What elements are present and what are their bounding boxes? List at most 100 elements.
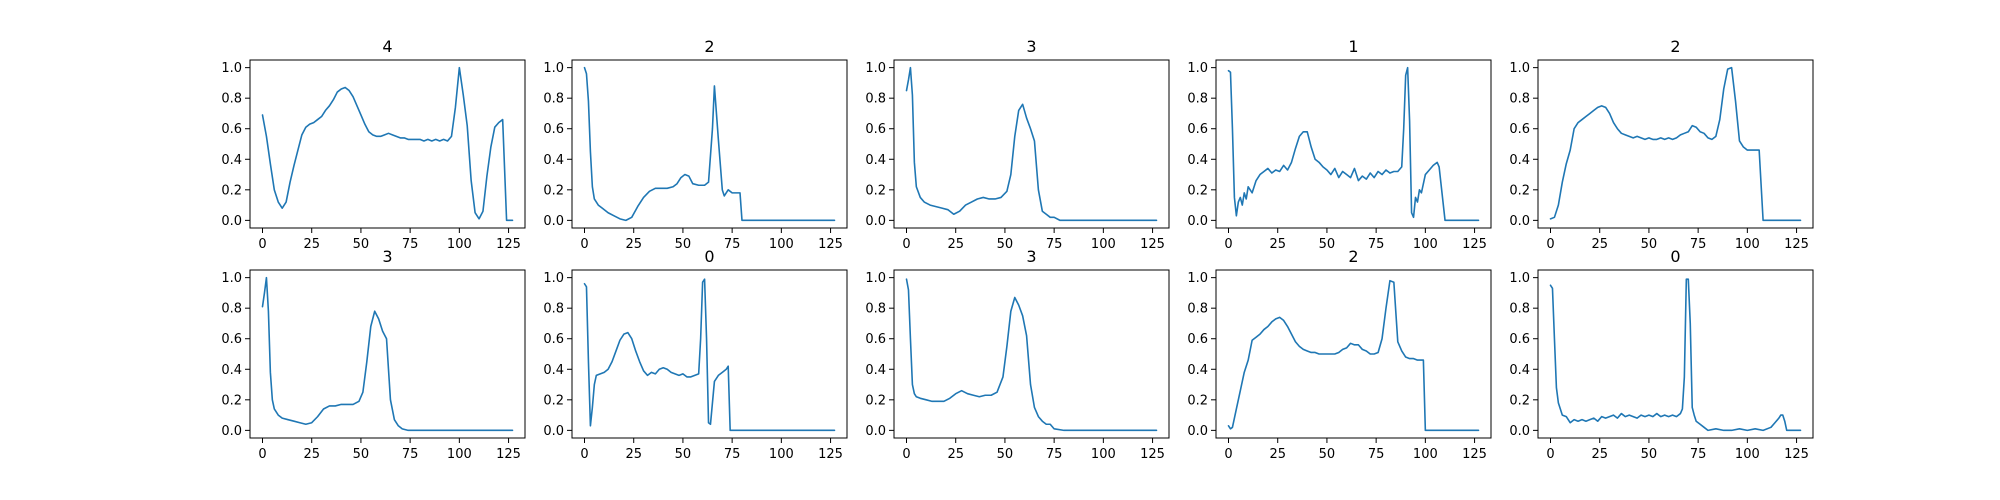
series-line (261, 66, 514, 222)
panel-title: 4 (382, 37, 392, 56)
x-tick-label: 75 (402, 447, 419, 462)
x-tick-label: 50 (675, 447, 692, 462)
x-tick-label: 75 (1368, 237, 1385, 252)
x-tick-label: 100 (769, 447, 794, 462)
y-tick-label: 0.0 (543, 424, 564, 439)
x-tick-label: 75 (724, 237, 741, 252)
y-tick-label: 0.2 (543, 393, 564, 408)
y-tick-label: 0.2 (865, 393, 886, 408)
panel-title: 3 (1026, 247, 1036, 266)
panel-3: 3 0 25 50 75 100 125 0.0 0.2 0.4 0.6 0.8 1.0 (865, 37, 1170, 252)
x-tick-label: 0 (258, 447, 266, 462)
x-tick-label: 125 (1140, 237, 1165, 252)
y-tick-label: 0.6 (543, 122, 564, 137)
y-tick-label: 0.0 (543, 214, 564, 229)
x-tick-label: 125 (496, 237, 521, 252)
y-tick-label: 0.0 (221, 214, 242, 229)
axes-frame (1537, 269, 1814, 439)
axes-frame (571, 269, 848, 439)
x-tick-label: 25 (1269, 447, 1286, 462)
x-tick-label: 75 (1690, 237, 1707, 252)
x-tick-label: 75 (1368, 447, 1385, 462)
y-tick-label: 0.8 (543, 302, 564, 317)
panel-title: 2 (1348, 247, 1358, 266)
x-tick-label: 25 (1591, 447, 1608, 462)
panel-10: 0 0 25 50 75 100 125 0.0 0.2 0.4 0.6 0.8 1.0 (1509, 247, 1814, 462)
axes-frame (893, 59, 1170, 229)
panel-6: 3 0 25 50 75 100 125 0.0 0.2 0.4 0.6 0.8 1.0 (221, 247, 526, 462)
y-tick-label: 0.0 (1187, 214, 1208, 229)
x-tick-label: 100 (1735, 447, 1760, 462)
x-tick-label: 125 (1462, 237, 1487, 252)
y-tick-label: 0.8 (221, 302, 242, 317)
x-tick-label: 25 (1591, 237, 1608, 252)
y-tick-label: 1.0 (543, 61, 564, 76)
series-line (583, 278, 836, 432)
panel-title: 2 (1670, 37, 1680, 56)
panel-title: 1 (1348, 37, 1358, 56)
x-tick-label: 25 (1269, 237, 1286, 252)
y-tick-label: 0.6 (1509, 332, 1530, 347)
x-tick-label: 125 (818, 237, 843, 252)
x-tick-label: 75 (1046, 447, 1063, 462)
x-tick-label: 0 (902, 447, 910, 462)
x-tick-label: 25 (303, 447, 320, 462)
y-tick-label: 0.0 (865, 214, 886, 229)
y-tick-label: 0.8 (1509, 302, 1530, 317)
x-tick-label: 75 (724, 447, 741, 462)
panel-title: 0 (704, 247, 714, 266)
x-tick-label: 0 (580, 237, 588, 252)
x-tick-label: 125 (1784, 237, 1809, 252)
x-tick-label: 25 (625, 447, 642, 462)
y-tick-label: 0.6 (865, 122, 886, 137)
x-tick-label: 100 (1735, 237, 1760, 252)
y-tick-label: 0.6 (1509, 122, 1530, 137)
y-tick-label: 0.8 (865, 92, 886, 107)
panel-title: 3 (1026, 37, 1036, 56)
y-tick-label: 0.2 (221, 393, 242, 408)
x-tick-label: 50 (997, 237, 1014, 252)
series-line (583, 66, 836, 222)
y-tick-label: 0.4 (543, 153, 564, 168)
y-tick-label: 0.4 (221, 153, 242, 168)
panel-5: 2 0 25 50 75 100 125 0.0 0.2 0.4 0.6 0.8 1.0 (1509, 37, 1814, 252)
y-tick-label: 0.0 (1509, 424, 1530, 439)
axes-frame (1215, 59, 1492, 229)
x-tick-label: 100 (769, 237, 794, 252)
x-tick-label: 100 (447, 447, 472, 462)
x-tick-label: 75 (402, 237, 419, 252)
y-tick-label: 0.4 (865, 153, 886, 168)
x-tick-label: 100 (1413, 447, 1438, 462)
y-tick-label: 0.4 (1509, 363, 1530, 378)
x-tick-label: 25 (303, 237, 320, 252)
y-tick-label: 1.0 (221, 61, 242, 76)
y-tick-label: 1.0 (865, 61, 886, 76)
series-line (1227, 66, 1480, 222)
x-tick-label: 0 (580, 447, 588, 462)
panel-4: 1 0 25 50 75 100 125 0.0 0.2 0.4 0.6 0.8 1.0 (1187, 37, 1492, 252)
y-tick-label: 0.6 (543, 332, 564, 347)
panel-title: 2 (704, 37, 714, 56)
y-tick-label: 1.0 (1509, 61, 1530, 76)
series-line (905, 278, 1158, 432)
x-tick-label: 50 (1641, 237, 1658, 252)
y-tick-label: 0.4 (221, 363, 242, 378)
y-tick-label: 0.8 (865, 302, 886, 317)
x-tick-label: 100 (1091, 237, 1116, 252)
y-tick-label: 0.4 (865, 363, 886, 378)
series-line (261, 276, 514, 432)
x-tick-label: 0 (902, 237, 910, 252)
axes-frame (1215, 269, 1492, 439)
y-tick-label: 1.0 (221, 271, 242, 286)
axes-frame (571, 59, 848, 229)
x-tick-label: 75 (1046, 237, 1063, 252)
y-tick-label: 0.2 (865, 183, 886, 198)
y-tick-label: 0.0 (1509, 214, 1530, 229)
axes-frame (1537, 59, 1814, 229)
series-line (1549, 66, 1802, 222)
y-tick-label: 1.0 (1509, 271, 1530, 286)
x-tick-label: 100 (447, 237, 472, 252)
y-tick-label: 0.0 (221, 424, 242, 439)
y-tick-label: 0.2 (1187, 393, 1208, 408)
